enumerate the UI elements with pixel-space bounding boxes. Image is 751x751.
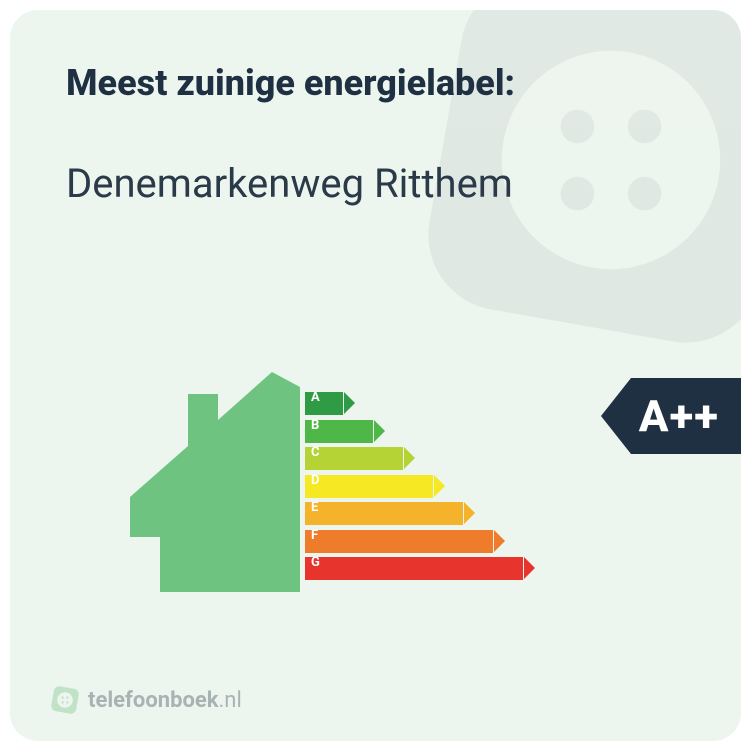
rating-value: A++ bbox=[631, 378, 741, 454]
energy-bar-shape bbox=[305, 557, 523, 580]
rating-badge-arrow bbox=[601, 378, 631, 454]
rating-badge: A++ bbox=[601, 378, 741, 454]
energy-bar-e: E bbox=[305, 500, 523, 528]
energy-bars: ABCDEFG bbox=[305, 390, 523, 583]
house-icon bbox=[130, 372, 300, 592]
footer-brand-icon bbox=[50, 685, 80, 715]
energy-bar-shape bbox=[305, 502, 463, 525]
energy-bar-a: A bbox=[305, 390, 523, 418]
footer-brand-light: .nl bbox=[219, 688, 242, 713]
energy-bar-letter: C bbox=[311, 445, 320, 460]
energy-bar-letter: F bbox=[311, 528, 318, 543]
energy-bar-shape bbox=[305, 530, 493, 553]
energy-bar-letter: B bbox=[311, 418, 319, 433]
energy-bar-letter: A bbox=[311, 390, 320, 405]
energy-bar-letter: E bbox=[311, 500, 318, 515]
energy-bar-letter: D bbox=[311, 473, 319, 488]
energy-bar-c: C bbox=[305, 445, 523, 473]
energy-bar-d: D bbox=[305, 473, 523, 501]
energy-bar-b: B bbox=[305, 418, 523, 446]
energy-bar-f: F bbox=[305, 528, 523, 556]
info-card: Meest zuinige energielabel: Denemarkenwe… bbox=[10, 10, 741, 741]
energy-bar-g: G bbox=[305, 555, 523, 583]
footer-brand: telefoonboek.nl bbox=[50, 685, 242, 715]
location-name: Denemarkenweg Ritthem bbox=[66, 160, 513, 207]
energy-bar-letter: G bbox=[311, 555, 320, 570]
footer-brand-bold: telefoonboek bbox=[88, 688, 219, 713]
energy-bar-shape bbox=[305, 475, 433, 498]
heading: Meest zuinige energielabel: bbox=[66, 62, 515, 104]
footer-brand-text: telefoonboek.nl bbox=[88, 688, 242, 713]
